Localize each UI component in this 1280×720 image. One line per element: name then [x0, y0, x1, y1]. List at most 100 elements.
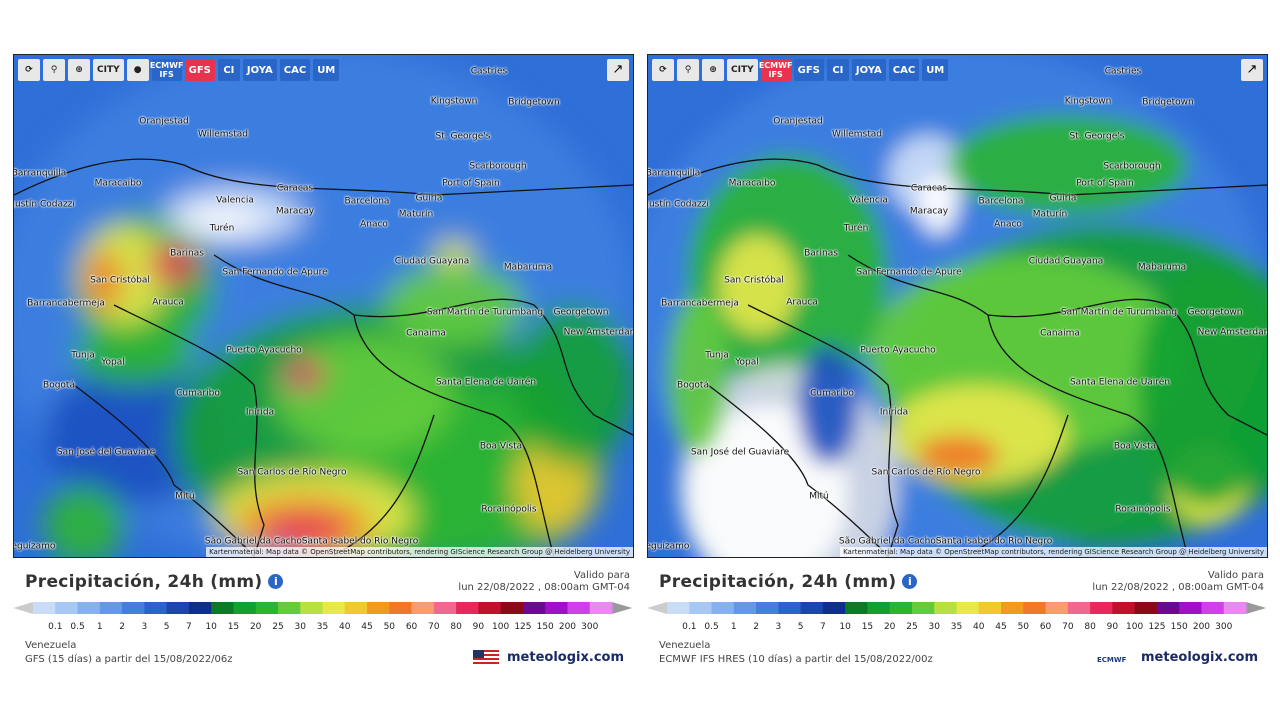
city-label: Port of Spain — [1076, 178, 1134, 189]
city-label: St. George's — [1069, 131, 1125, 142]
city-label: Yopal — [101, 357, 125, 368]
info-icon[interactable]: i — [902, 574, 918, 589]
tool-button[interactable]: ⟳ — [18, 59, 40, 81]
legend-swatch — [411, 602, 435, 614]
legend-swatch — [845, 602, 868, 614]
model-text: ECMWF IFS HRES (10 días) a partir del 15… — [659, 654, 933, 665]
legend-value: 30 — [294, 622, 306, 632]
tool-button[interactable]: ⚲ — [43, 59, 65, 81]
city-label: Bogotá — [677, 380, 709, 391]
city-label: San José del Guaviare — [690, 447, 790, 458]
precip-area — [514, 305, 633, 465]
model-button[interactable]: GFS — [184, 59, 215, 81]
dot-toggle[interactable]: ● — [126, 59, 149, 81]
city-label: Barinas — [170, 248, 204, 259]
info-icon[interactable]: i — [268, 574, 284, 589]
model-button[interactable]: JOYA — [242, 59, 277, 81]
tool-button[interactable]: ⊕ — [702, 59, 724, 81]
region: Venezuela — [659, 640, 711, 651]
city-toggle[interactable]: CITY — [93, 59, 124, 81]
legend-arrow — [612, 602, 632, 614]
legend-value: 300 — [581, 622, 599, 632]
legend-swatch — [889, 602, 913, 614]
model-button[interactable]: CAC — [888, 59, 920, 81]
model-button[interactable]: GFS — [793, 59, 824, 81]
legend-title: Precipitación, 24h (mm) i — [659, 572, 918, 592]
city-label: Mitú — [175, 491, 195, 502]
tool-button[interactable]: ⟳ — [652, 59, 674, 81]
legend-value: 60 — [405, 622, 418, 632]
city-label: Oranjestad — [139, 116, 189, 127]
precip-area — [291, 371, 303, 383]
precip-area — [434, 240, 474, 270]
model-button[interactable]: CI — [217, 59, 240, 81]
city-label: Barcelona — [344, 196, 390, 207]
city-toggle[interactable]: CITY — [727, 59, 758, 81]
city-label: Castries — [470, 66, 508, 77]
precip-area — [269, 536, 289, 550]
city-label: Barranquilla — [13, 168, 67, 179]
legend-value: 45 — [995, 622, 1007, 632]
valid-time: Valido para lun 22/08/2022 , 08:00am GMT-… — [1092, 570, 1264, 594]
tool-button[interactable]: ⊕ — [68, 59, 90, 81]
legend-value: 0.1 — [682, 622, 697, 632]
legend-swatch — [567, 602, 591, 614]
city-label: San Cristóbal — [724, 275, 784, 286]
legend-swatch — [456, 602, 479, 614]
legend-swatch — [756, 602, 779, 614]
city-label: Leguízamo — [648, 541, 690, 552]
precip-area — [1138, 265, 1267, 505]
legend-value: 40 — [339, 622, 351, 632]
map-panel: ⟳ ⚲ ⊕ CITY ● ECMWF IFS GFS CI JOYA CAC UM ↗ Castries… — [13, 54, 634, 558]
city-label: Puerto Ayacucho — [860, 345, 936, 356]
city-label: Yopal — [735, 357, 759, 368]
city-label: Maracay — [909, 206, 949, 217]
legend-swatch — [1223, 602, 1247, 614]
legend-swatch — [1112, 602, 1136, 614]
model-button[interactable]: CI — [826, 59, 849, 81]
legend-value: 90 — [472, 622, 485, 632]
model-button[interactable]: ECMWF IFS — [758, 59, 793, 81]
model-button[interactable]: UM — [313, 59, 340, 81]
model-button[interactable]: UM — [922, 59, 949, 81]
legend-value: 50 — [1017, 622, 1030, 632]
city-label: Turén — [843, 223, 869, 234]
legend-value: 200 — [1192, 622, 1211, 632]
legend-swatch — [667, 602, 690, 614]
legend-value: 7 — [186, 622, 192, 632]
share-button[interactable]: ↗ — [1241, 59, 1263, 81]
legend-value: 150 — [1170, 622, 1188, 632]
model-button[interactable]: ECMWF IFS — [149, 59, 184, 81]
precip-area — [284, 359, 324, 391]
city-label: Canaima — [1040, 328, 1080, 339]
legend-swatch — [1090, 602, 1113, 614]
tool-button[interactable]: ⚲ — [677, 59, 699, 81]
city-label: Arauca — [786, 297, 818, 308]
legend-value: 35 — [316, 622, 329, 632]
legend-value: 2 — [119, 622, 125, 632]
model-button[interactable]: CAC — [279, 59, 311, 81]
legend-value: 2 — [753, 622, 759, 632]
precip-area — [718, 235, 798, 335]
city-label: Arauca — [152, 297, 184, 308]
city-label: Güiria — [1049, 193, 1077, 204]
city-label: São Gabriel da Cachoeira — [204, 536, 320, 547]
city-label: Caracas — [910, 183, 948, 194]
legend-value: 0.5 — [70, 622, 85, 632]
city-label: Barrancabermeja — [661, 298, 739, 309]
city-label: New Amsterdam — [1197, 327, 1268, 338]
city-label: Bridgetown — [508, 97, 560, 108]
legend-value: 3 — [141, 622, 148, 632]
city-label: San Carlos de Río Negro — [871, 467, 981, 478]
precip-area — [798, 345, 858, 465]
city-label: Santa Isabel do Rio Negro — [935, 536, 1053, 547]
legend-swatch — [344, 602, 368, 614]
city-label: Santa Elena de Uairén — [1069, 377, 1171, 388]
model-button[interactable]: JOYA — [851, 59, 886, 81]
share-button[interactable]: ↗ — [607, 59, 629, 81]
legend-value: 10 — [839, 622, 851, 632]
city-label: Ciudad Guayana — [394, 256, 470, 267]
legend-swatch — [500, 602, 524, 614]
city-label: Maturín — [398, 209, 434, 220]
legend-swatch — [1001, 602, 1024, 614]
